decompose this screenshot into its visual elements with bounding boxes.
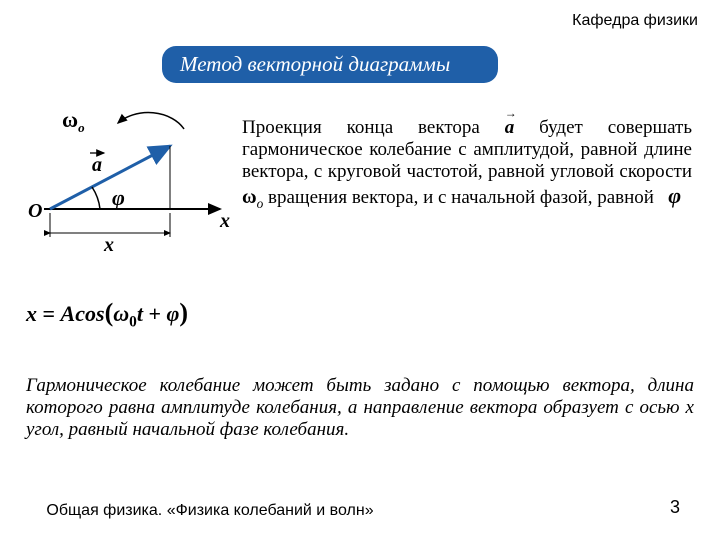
omega-arc [118,113,184,129]
formula-w: ω [113,301,129,326]
para-t1: Проекция конца вектора [242,117,505,138]
formula-A: A [61,301,76,326]
para-omega: ω [242,186,257,208]
formula-close: ) [179,298,188,327]
x-measure-label: x [103,234,114,256]
para-phi: φ [668,183,681,208]
footer: Общая физика. «Физика колебаний и волн» [40,502,380,520]
main-paragraph: Проекция конца вектора a будет совершать… [242,101,698,211]
formula-sub0: 0 [129,313,137,330]
vector-diagram: x O a φ ωо [22,101,242,331]
summary-paragraph: Гармоническое колебание может быть задан… [22,375,698,441]
para-vec-a: a [505,117,515,139]
para-t3: вращения вектора, и с начальной фазой, р… [268,187,654,208]
department-header: Кафедра физики [22,12,698,30]
formula-phi: φ [167,301,180,326]
vector-a [50,146,170,209]
formula-open: ( [105,298,114,327]
vector-a-label: a [92,154,102,176]
formula-plus: + [143,301,167,326]
omega-label: ωо [62,107,85,135]
formula-eq: = [37,301,61,326]
origin-label: O [28,200,42,222]
phi-label: φ [112,185,125,210]
slide-title: Метод векторной диаграммы [162,46,498,83]
para-omega-sub: о [257,195,264,210]
formula-cos: cos [75,301,104,326]
x-axis-label: x [219,210,230,232]
page-number: 3 [670,497,680,518]
diagram-svg: x O a φ ωо [22,101,242,271]
formula-x: x [26,301,37,326]
formula: x = Acos(ω0t + φ) [26,298,242,331]
phi-arc [92,187,100,209]
